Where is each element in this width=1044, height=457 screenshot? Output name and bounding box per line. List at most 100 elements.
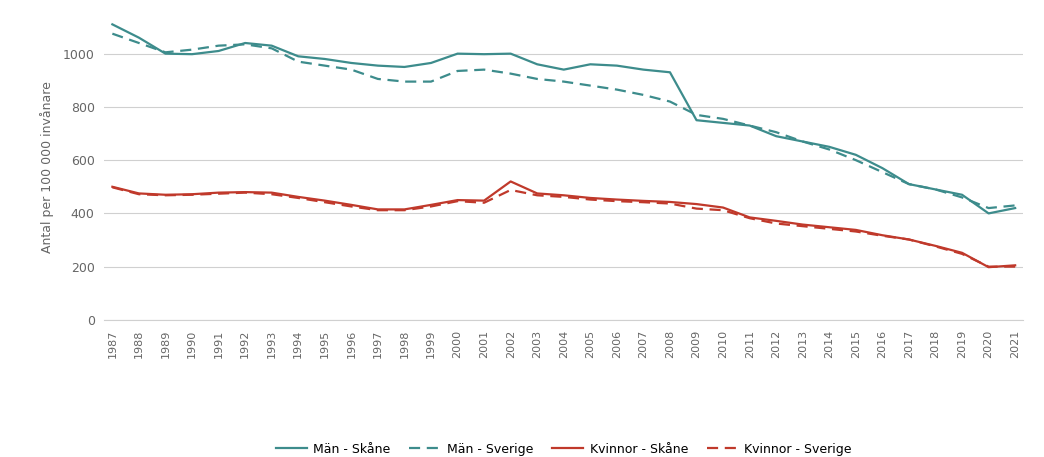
Kvinnor - Sverige — [823, 226, 835, 232]
Kvinnor - Skåne — [531, 191, 544, 196]
Män - Sverige — [531, 76, 544, 82]
Män - Sverige — [982, 205, 995, 211]
Kvinnor - Skåne — [664, 199, 677, 205]
Män - Skåne — [159, 51, 171, 56]
Kvinnor - Sverige — [265, 191, 278, 197]
Män - Sverige — [690, 112, 703, 117]
Kvinnor - Sverige — [186, 192, 198, 197]
Kvinnor - Sverige — [850, 229, 862, 234]
Män - Skåne — [398, 64, 410, 70]
Kvinnor - Sverige — [504, 187, 517, 193]
Män - Sverige — [451, 68, 464, 74]
Kvinnor - Skåne — [557, 192, 570, 198]
Män - Skåne — [239, 40, 252, 46]
Kvinnor - Sverige — [346, 204, 358, 209]
Kvinnor - Skåne — [133, 191, 145, 196]
Kvinnor - Sverige — [372, 207, 384, 213]
Kvinnor - Sverige — [531, 192, 544, 198]
Män - Sverige — [265, 46, 278, 51]
Män - Sverige — [557, 79, 570, 85]
Kvinnor - Sverige — [584, 197, 596, 202]
Legend: Män - Skåne, Män - Sverige, Kvinnor - Skåne, Kvinnor - Sverige: Män - Skåne, Män - Sverige, Kvinnor - Sk… — [270, 438, 857, 457]
Män - Skåne — [637, 67, 649, 72]
Line: Kvinnor - Skåne: Kvinnor - Skåne — [113, 181, 1015, 267]
Kvinnor - Skåne — [106, 184, 119, 190]
Män - Sverige — [929, 187, 942, 192]
Kvinnor - Sverige — [398, 207, 410, 213]
Kvinnor - Skåne — [451, 197, 464, 203]
Kvinnor - Skåne — [690, 202, 703, 207]
Kvinnor - Sverige — [690, 206, 703, 211]
Män - Skåne — [372, 63, 384, 69]
Män - Skåne — [346, 60, 358, 66]
Kvinnor - Skåne — [637, 198, 649, 204]
Män - Skåne — [425, 60, 437, 66]
Män - Sverige — [504, 71, 517, 76]
Kvinnor - Skåne — [372, 207, 384, 212]
Män - Skåne — [133, 35, 145, 40]
Män - Skåne — [186, 52, 198, 57]
Y-axis label: Antal per 100 000 invånare: Antal per 100 000 invånare — [41, 81, 54, 253]
Män - Skåne — [451, 51, 464, 56]
Män - Sverige — [584, 83, 596, 88]
Män - Skåne — [876, 165, 888, 171]
Män - Skåne — [982, 211, 995, 216]
Kvinnor - Skåne — [823, 224, 835, 230]
Kvinnor - Skåne — [876, 233, 888, 238]
Kvinnor - Skåne — [982, 265, 995, 270]
Män - Sverige — [956, 195, 969, 200]
Kvinnor - Skåne — [425, 202, 437, 207]
Män - Skåne — [690, 117, 703, 123]
Män - Sverige — [664, 99, 677, 104]
Män - Sverige — [903, 181, 916, 187]
Män - Sverige — [346, 67, 358, 72]
Kvinnor - Sverige — [133, 191, 145, 197]
Kvinnor - Sverige — [478, 200, 491, 206]
Kvinnor - Skåne — [186, 191, 198, 197]
Kvinnor - Sverige — [1009, 264, 1021, 269]
Line: Män - Skåne: Män - Skåne — [113, 24, 1015, 213]
Män - Skåne — [929, 187, 942, 192]
Kvinnor - Sverige — [451, 198, 464, 204]
Kvinnor - Skåne — [504, 179, 517, 184]
Män - Sverige — [850, 157, 862, 163]
Män - Sverige — [823, 147, 835, 152]
Män - Sverige — [478, 67, 491, 72]
Kvinnor - Sverige — [212, 191, 224, 197]
Line: Kvinnor - Sverige: Kvinnor - Sverige — [113, 187, 1015, 266]
Män - Skåne — [318, 56, 331, 62]
Män - Skåne — [797, 139, 809, 144]
Män - Sverige — [637, 92, 649, 98]
Män - Skåne — [956, 192, 969, 197]
Män - Sverige — [292, 59, 305, 64]
Män - Skåne — [769, 133, 782, 139]
Män - Skåne — [903, 181, 916, 187]
Kvinnor - Skåne — [850, 227, 862, 233]
Män - Skåne — [1009, 205, 1021, 211]
Män - Skåne — [531, 62, 544, 67]
Män - Sverige — [797, 139, 809, 144]
Män - Sverige — [717, 116, 730, 122]
Män - Skåne — [743, 123, 756, 128]
Kvinnor - Skåne — [956, 250, 969, 255]
Män - Sverige — [133, 40, 145, 46]
Line: Män - Sverige: Män - Sverige — [113, 34, 1015, 208]
Kvinnor - Skåne — [292, 194, 305, 200]
Män - Sverige — [425, 79, 437, 85]
Kvinnor - Sverige — [239, 190, 252, 196]
Kvinnor - Sverige — [743, 215, 756, 221]
Kvinnor - Sverige — [717, 207, 730, 213]
Kvinnor - Skåne — [212, 190, 224, 196]
Kvinnor - Skåne — [318, 198, 331, 203]
Kvinnor - Sverige — [106, 185, 119, 190]
Män - Skåne — [584, 62, 596, 67]
Kvinnor - Sverige — [769, 221, 782, 226]
Kvinnor - Skåne — [717, 205, 730, 210]
Män - Skåne — [504, 51, 517, 56]
Män - Sverige — [159, 49, 171, 55]
Kvinnor - Sverige — [318, 199, 331, 205]
Kvinnor - Sverige — [611, 198, 623, 204]
Män - Sverige — [239, 42, 252, 47]
Kvinnor - Skåne — [797, 222, 809, 227]
Män - Sverige — [611, 87, 623, 92]
